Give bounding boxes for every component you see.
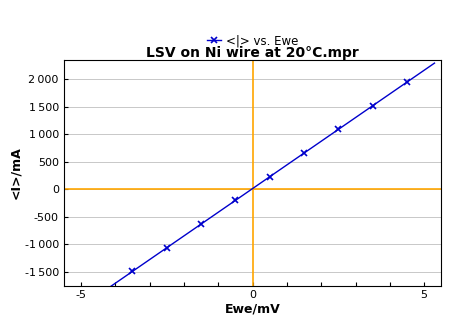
X-axis label: Ewe/mV: Ewe/mV (225, 302, 280, 315)
Title: LSV on Ni wire at 20°C.mpr: LSV on Ni wire at 20°C.mpr (146, 46, 359, 60)
Legend: <|> vs. Ewe: <|> vs. Ewe (207, 34, 298, 47)
Y-axis label: <I>/mA: <I>/mA (9, 146, 22, 199)
